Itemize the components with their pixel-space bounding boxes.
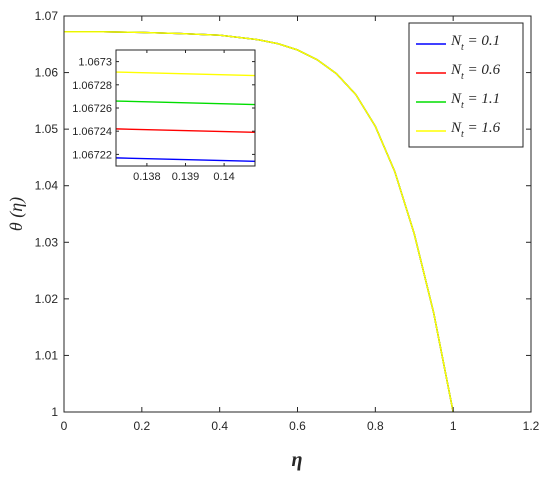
y-tick-label: 1.07	[35, 9, 59, 23]
series-line-3	[64, 31, 454, 413]
y-tick-label: 1.02	[35, 292, 59, 306]
inset-plot: 0.138 0.139 0.14 1.067221.067241.067261.06…	[72, 49, 256, 183]
main-series-lines	[64, 31, 454, 413]
x-tick-label: 0	[61, 419, 68, 433]
inset-series-line-0	[115, 157, 256, 163]
y-tick-label: 1.04	[35, 179, 59, 193]
y-axis: 1 1.01 1.02 1.03 1.04 1.05 1.06 1.07	[35, 9, 531, 419]
inset-y-axis: 1.06722 1.06724 1.06726 1.06728 1.0673	[72, 57, 255, 161]
x-tick-label: 1.2	[523, 419, 540, 433]
x-axis: 0 0.2 0.4 0.6 0.8 1 1.2	[61, 16, 540, 433]
inset-x-tick-label: 0.138	[133, 171, 161, 183]
inset-y-tick-label: 1.06722	[72, 149, 112, 161]
legend-label-3: Nt = 1.6	[450, 120, 501, 140]
y-tick-label: 1.01	[35, 348, 59, 362]
inset-y-tick-label: 1.06728	[72, 80, 112, 92]
inset-y-tick-label: 1.06724	[72, 126, 112, 138]
inset-series-lines	[115, 71, 256, 163]
y-tick-label: 1.06	[35, 66, 59, 80]
legend-label-1: Nt = 0.6	[450, 62, 501, 82]
inset-series-line-3	[115, 71, 256, 77]
inset-frame-bg	[116, 50, 255, 166]
x-tick-label: 0.2	[133, 419, 150, 433]
inset-series-line-2	[115, 100, 256, 106]
legend-label-0: Nt = 0.1	[450, 33, 500, 53]
inset-x-tick-label: 0.14	[213, 171, 234, 183]
y-tick-label: 1.03	[35, 235, 59, 249]
x-tick-label: 0.8	[367, 419, 384, 433]
inset-y-tick-label: 1.0673	[78, 57, 112, 69]
legend: Nt = 0.1 Nt = 0.6 Nt = 1.1 Nt = 1.6	[408, 22, 524, 148]
inset-series-line-1	[115, 128, 256, 134]
x-tick-label: 1	[450, 419, 457, 433]
inset-y-tick-label: 1.06726	[72, 103, 112, 115]
y-axis-label: θ (η)	[6, 197, 27, 231]
y-tick-label: 1.05	[35, 122, 59, 136]
x-tick-label: 0.4	[211, 419, 228, 433]
x-tick-label: 0.6	[289, 419, 306, 433]
inset-x-axis: 0.138 0.139 0.14	[133, 50, 235, 183]
inset-x-tick-label: 0.139	[172, 171, 200, 183]
legend-label-2: Nt = 1.1	[450, 91, 500, 111]
y-tick-label: 1	[51, 405, 58, 419]
x-axis-label: η	[292, 449, 303, 471]
